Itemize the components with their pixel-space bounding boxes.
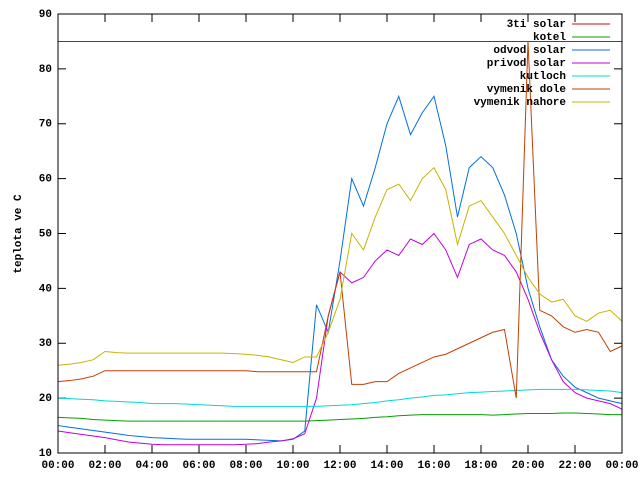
series-line [57, 388, 623, 407]
legend-label: kotel [533, 32, 566, 44]
y-tick-label: 70 [39, 119, 52, 131]
series-line [57, 41, 623, 399]
x-tick-label: 10:00 [276, 460, 309, 472]
y-tick-label: 40 [39, 283, 52, 295]
x-tick-label: 18:00 [464, 460, 497, 472]
series-line [57, 412, 622, 422]
series-line [57, 94, 623, 442]
x-tick-label: 06:00 [182, 460, 215, 472]
x-tick-label: 02:00 [88, 460, 121, 472]
legend-label: 3ti solar [507, 19, 566, 31]
x-tick-label: 20:00 [511, 460, 544, 472]
x-tick-label: 00:00 [605, 460, 638, 472]
x-tick-label: 12:00 [323, 460, 356, 472]
legend-label: privod solar [487, 58, 566, 70]
y-axis-label: teplota ve C [13, 194, 25, 274]
series-line [57, 166, 623, 366]
x-tick-label: 00:00 [41, 460, 74, 472]
legend-label: odvod solar [493, 45, 566, 57]
y-tick-label: 20 [39, 393, 52, 405]
y-tick-label: 80 [39, 64, 52, 76]
y-tick-label: 50 [39, 228, 52, 240]
x-tick-label: 16:00 [417, 460, 450, 472]
x-tick-label: 14:00 [370, 460, 403, 472]
x-tick-label: 22:00 [558, 460, 591, 472]
y-tick-label: 10 [39, 448, 52, 460]
y-tick-label: 30 [39, 338, 52, 350]
legend-label: kutloch [520, 71, 566, 83]
legend-label: vymenik nahore [474, 97, 567, 109]
legend-label: vymenik dole [487, 84, 567, 96]
y-tick-label: 60 [39, 174, 52, 186]
x-tick-label: 04:00 [135, 460, 168, 472]
x-tick-label: 08:00 [229, 460, 262, 472]
y-tick-label: 90 [39, 9, 52, 21]
plot-border [57, 13, 623, 454]
